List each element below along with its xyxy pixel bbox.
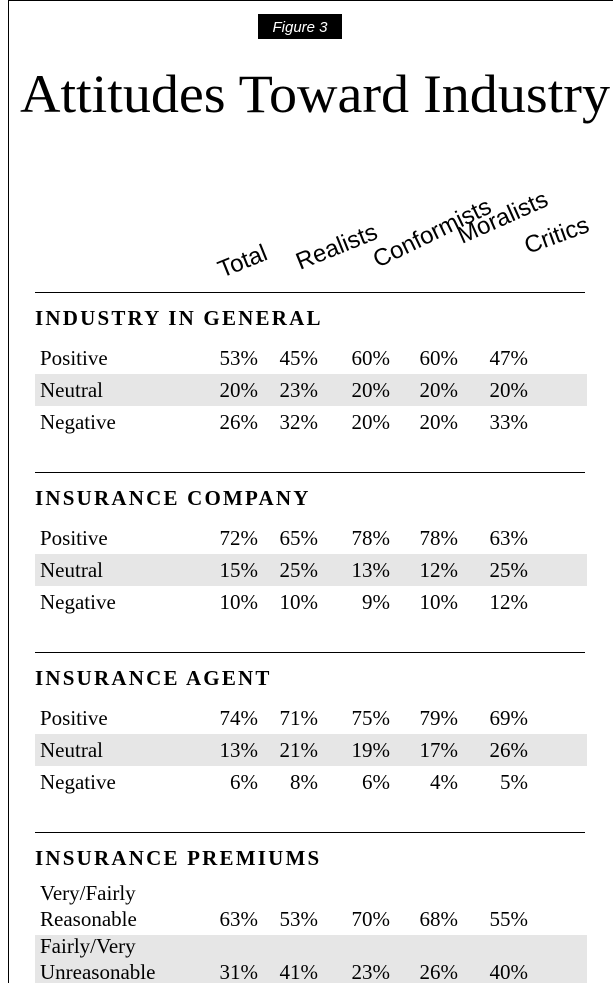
cell-value: 20% — [490, 378, 529, 402]
row-label: Reasonable — [40, 907, 137, 931]
cell-value: 20% — [352, 378, 391, 402]
cell-value: 71% — [280, 706, 319, 730]
cell-value: 68% — [420, 907, 459, 931]
figure-label: Figure 3 — [272, 19, 328, 36]
cell-value: 47% — [490, 346, 529, 370]
cell-value: 53% — [220, 346, 259, 370]
column-header: Realists — [292, 219, 381, 276]
cell-value: 75% — [352, 706, 391, 730]
cell-value: 33% — [490, 410, 529, 434]
row-shade — [35, 374, 587, 406]
cell-value: 6% — [230, 770, 258, 794]
cell-value: 10% — [280, 590, 319, 614]
cell-value: 9% — [362, 590, 390, 614]
section-heading: INDUSTRY IN GENERAL — [35, 306, 323, 330]
cell-value: 12% — [420, 558, 459, 582]
cell-value: 19% — [352, 738, 391, 762]
cell-value: 20% — [220, 378, 259, 402]
column-header: Total — [214, 240, 271, 284]
cell-value: 26% — [490, 738, 529, 762]
cell-value: 65% — [280, 526, 319, 550]
section-heading: INSURANCE COMPANY — [35, 486, 311, 510]
title: Attitudes Toward Industry — [20, 64, 610, 124]
cell-value: 53% — [280, 907, 319, 931]
cell-value: 5% — [500, 770, 528, 794]
row-label: Fairly/Very — [40, 934, 136, 958]
cell-value: 8% — [290, 770, 318, 794]
cell-value: 45% — [280, 346, 319, 370]
cell-value: 12% — [490, 590, 529, 614]
cell-value: 6% — [362, 770, 390, 794]
cell-value: 13% — [220, 738, 259, 762]
cell-value: 23% — [280, 378, 319, 402]
cell-value: 55% — [490, 907, 529, 931]
section-heading: INSURANCE AGENT — [35, 666, 272, 690]
cell-value: 60% — [352, 346, 391, 370]
cell-value: 25% — [280, 558, 319, 582]
cell-value: 21% — [280, 738, 319, 762]
cell-value: 10% — [420, 590, 459, 614]
row-label: Negative — [40, 590, 116, 614]
row-shade — [35, 734, 587, 766]
cell-value: 78% — [420, 526, 459, 550]
cell-value: 78% — [352, 526, 391, 550]
cell-value: 70% — [352, 907, 391, 931]
cell-value: 15% — [220, 558, 259, 582]
figure-label-box — [258, 14, 342, 39]
cell-value: 13% — [352, 558, 391, 582]
cell-value: 25% — [490, 558, 529, 582]
row-label: Positive — [40, 346, 108, 370]
row-label: Neutral — [40, 558, 103, 582]
row-shade — [35, 554, 587, 586]
cell-value: 17% — [420, 738, 459, 762]
cell-value: 79% — [420, 706, 459, 730]
cell-value: 26% — [220, 410, 259, 434]
cell-value: 63% — [490, 526, 529, 550]
cell-value: 26% — [420, 960, 459, 983]
cell-value: 20% — [352, 410, 391, 434]
cell-value: 10% — [220, 590, 259, 614]
row-label: Negative — [40, 770, 116, 794]
cell-value: 20% — [420, 410, 459, 434]
cell-value: 23% — [352, 960, 391, 983]
row-label: Negative — [40, 410, 116, 434]
cell-value: 4% — [430, 770, 458, 794]
row-label: Very/Fairly — [40, 881, 136, 905]
row-label: Positive — [40, 706, 108, 730]
cell-value: 41% — [280, 960, 319, 983]
cell-value: 74% — [220, 706, 259, 730]
cell-value: 40% — [490, 960, 529, 983]
row-label: Neutral — [40, 378, 103, 402]
cell-value: 69% — [490, 706, 529, 730]
cell-value: 60% — [420, 346, 459, 370]
row-label: Neutral — [40, 738, 103, 762]
row-shade — [35, 935, 587, 983]
row-label: Unreasonable — [40, 960, 155, 983]
cell-value: 31% — [220, 960, 259, 983]
cell-value: 20% — [420, 378, 459, 402]
cell-value: 72% — [220, 526, 259, 550]
section-heading: INSURANCE PREMIUMS — [35, 846, 321, 870]
cell-value: 63% — [220, 907, 259, 931]
row-label: Positive — [40, 526, 108, 550]
cell-value: 32% — [280, 410, 319, 434]
